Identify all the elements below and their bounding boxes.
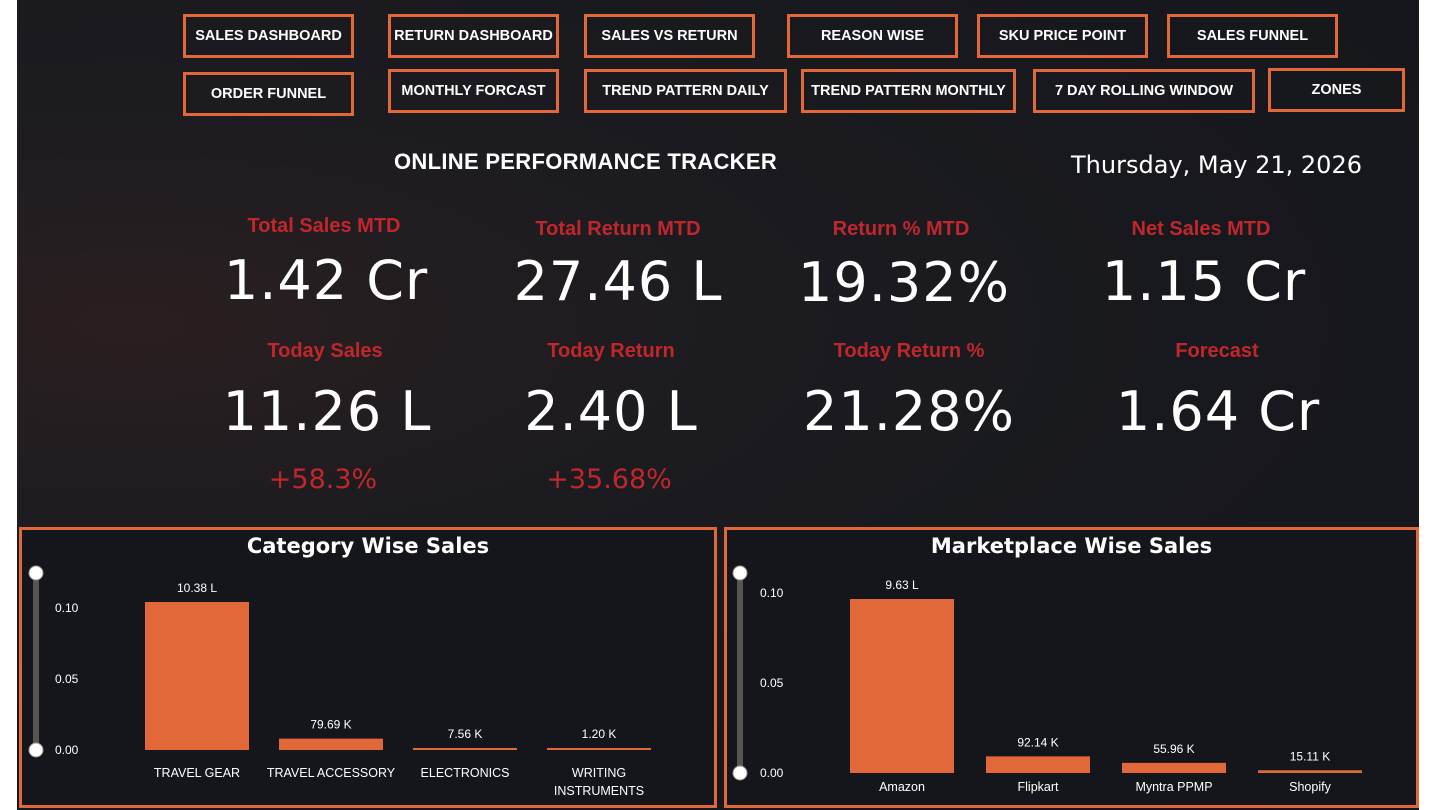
chart-bar[interactable] bbox=[413, 748, 517, 750]
nav-zones[interactable]: ZONES bbox=[1268, 68, 1405, 112]
kpi-today-sales-label: Today Sales bbox=[267, 340, 383, 362]
kpi-total-return-mtd-value: 27.46 L bbox=[513, 250, 723, 313]
range-slider-handle-bottom[interactable] bbox=[28, 742, 44, 758]
bar-value-label: 9.63 L bbox=[885, 578, 919, 592]
category-wise-sales-chart: 0.00 0.05 0.10 10.38 L TRAVEL GEAR 79.69 K TRA… bbox=[28, 565, 651, 798]
category-wise-sales-panel: Category Wise Sales 0.00 0.05 0.10 10.38 L T… bbox=[19, 527, 717, 808]
page-title: ONLINE PERFORMANCE TRACKER bbox=[394, 149, 778, 174]
nav-sku-price-point[interactable]: SKU PRICE POINT bbox=[977, 14, 1148, 58]
category-axis-label: Shopify bbox=[1289, 780, 1331, 794]
kpi-net-sales-mtd-value: 1.15 Cr bbox=[1101, 250, 1307, 313]
y-tick-label: 0.05 bbox=[760, 676, 784, 690]
nav-order-funnel[interactable]: ORDER FUNNEL bbox=[183, 72, 354, 116]
current-date: Thursday, May 21, 2026 bbox=[1071, 151, 1362, 179]
nav-trend-pattern-monthly[interactable]: TREND PATTERN MONTHLY bbox=[801, 69, 1016, 113]
nav-7-day-rolling-window[interactable]: 7 DAY ROLLING WINDOW bbox=[1033, 69, 1255, 113]
nav-sales-funnel[interactable]: SALES FUNNEL bbox=[1167, 14, 1338, 58]
category-axis-label: WRITING bbox=[572, 766, 626, 780]
nav-reason-wise[interactable]: REASON WISE bbox=[787, 14, 958, 58]
category-axis-label: Myntra PPMP bbox=[1135, 780, 1212, 794]
bar-value-label: 15.11 K bbox=[1290, 749, 1330, 763]
kpi-today-return-value: 2.40 L bbox=[524, 380, 698, 443]
category-axis-label: TRAVEL GEAR bbox=[154, 766, 240, 780]
dashboard-canvas: SALES DASHBOARD RETURN DASHBOARD SALES V… bbox=[17, 0, 1419, 810]
marketplace-wise-sales-panel: Marketplace Wise Sales 0.00 0.05 0.10 9.63 … bbox=[724, 527, 1419, 808]
y-tick-label: 0.10 bbox=[760, 586, 784, 600]
range-slider-handle-top[interactable] bbox=[732, 565, 748, 581]
y-tick-label: 0.10 bbox=[55, 601, 79, 615]
kpi-total-sales-mtd-label: Total Sales MTD bbox=[247, 215, 401, 237]
range-slider-handle-bottom[interactable] bbox=[732, 765, 748, 781]
nav-sales-vs-return[interactable]: SALES VS RETURN bbox=[584, 14, 755, 58]
kpi-today-sales-value: 11.26 L bbox=[222, 380, 432, 443]
kpi-return-pct-mtd-label: Return % MTD bbox=[832, 218, 970, 240]
bar-value-label: 92.14 K bbox=[1017, 735, 1058, 749]
chart-bar[interactable] bbox=[1258, 770, 1362, 773]
bar-value-label: 79.69 K bbox=[310, 718, 351, 732]
category-axis-label: ELECTRONICS bbox=[421, 766, 510, 780]
bar-value-label: 7.56 K bbox=[448, 727, 483, 741]
category-axis-label: Amazon bbox=[879, 780, 925, 794]
range-slider-handle-top[interactable] bbox=[28, 565, 44, 581]
kpi-today-return-label: Today Return bbox=[547, 340, 675, 362]
kpi-net-sales-mtd-label: Net Sales MTD bbox=[1131, 218, 1271, 240]
kpi-today-return-delta: +35.68% bbox=[546, 464, 672, 495]
chart-bar[interactable] bbox=[986, 756, 1090, 773]
y-tick-label: 0.05 bbox=[55, 672, 79, 686]
category-axis-label: TRAVEL ACCESSORY bbox=[267, 766, 396, 780]
chart-bar[interactable] bbox=[1122, 762, 1226, 773]
kpi-total-return-mtd-label: Total Return MTD bbox=[535, 218, 701, 240]
marketplace-chart-title: Marketplace Wise Sales bbox=[930, 534, 1213, 558]
chart-bar[interactable] bbox=[850, 599, 954, 773]
y-tick-label: 0.00 bbox=[55, 743, 79, 757]
nav-sales-dashboard[interactable]: SALES DASHBOARD bbox=[183, 14, 354, 58]
bar-value-label: 55.96 K bbox=[1153, 742, 1194, 756]
category-axis-label: Flipkart bbox=[1018, 780, 1060, 794]
kpi-forecast-label: Forecast bbox=[1175, 340, 1259, 362]
kpi-today-return-pct-value: 21.28% bbox=[803, 380, 1015, 443]
y-tick-label: 0.00 bbox=[760, 766, 784, 780]
kpi-total-sales-mtd-value: 1.42 Cr bbox=[223, 249, 429, 312]
bar-value-label: 10.38 L bbox=[177, 581, 217, 595]
bar-value-label: 1.20 K bbox=[582, 727, 617, 741]
nav-return-dashboard[interactable]: RETURN DASHBOARD bbox=[388, 14, 559, 58]
chart-bar[interactable] bbox=[145, 602, 249, 750]
nav-monthly-forcast[interactable]: MONTHLY FORCAST bbox=[388, 69, 559, 113]
kpi-return-pct-mtd-value: 19.32% bbox=[798, 251, 1010, 314]
category-chart-title: Category Wise Sales bbox=[246, 534, 490, 558]
chart-bar[interactable] bbox=[279, 738, 383, 750]
category-axis-label: INSTRUMENTS bbox=[554, 784, 644, 798]
kpi-today-return-pct-label: Today Return % bbox=[833, 340, 985, 362]
kpi-forecast-value: 1.64 Cr bbox=[1115, 380, 1321, 443]
chart-bar[interactable] bbox=[547, 748, 651, 750]
marketplace-wise-sales-chart: 0.00 0.05 0.10 9.63 L Amazon 92.14 K Flipkart 5… bbox=[732, 565, 1362, 794]
nav-trend-pattern-daily[interactable]: TREND PATTERN DAILY bbox=[584, 69, 787, 113]
kpi-today-sales-delta: +58.3% bbox=[268, 464, 378, 495]
